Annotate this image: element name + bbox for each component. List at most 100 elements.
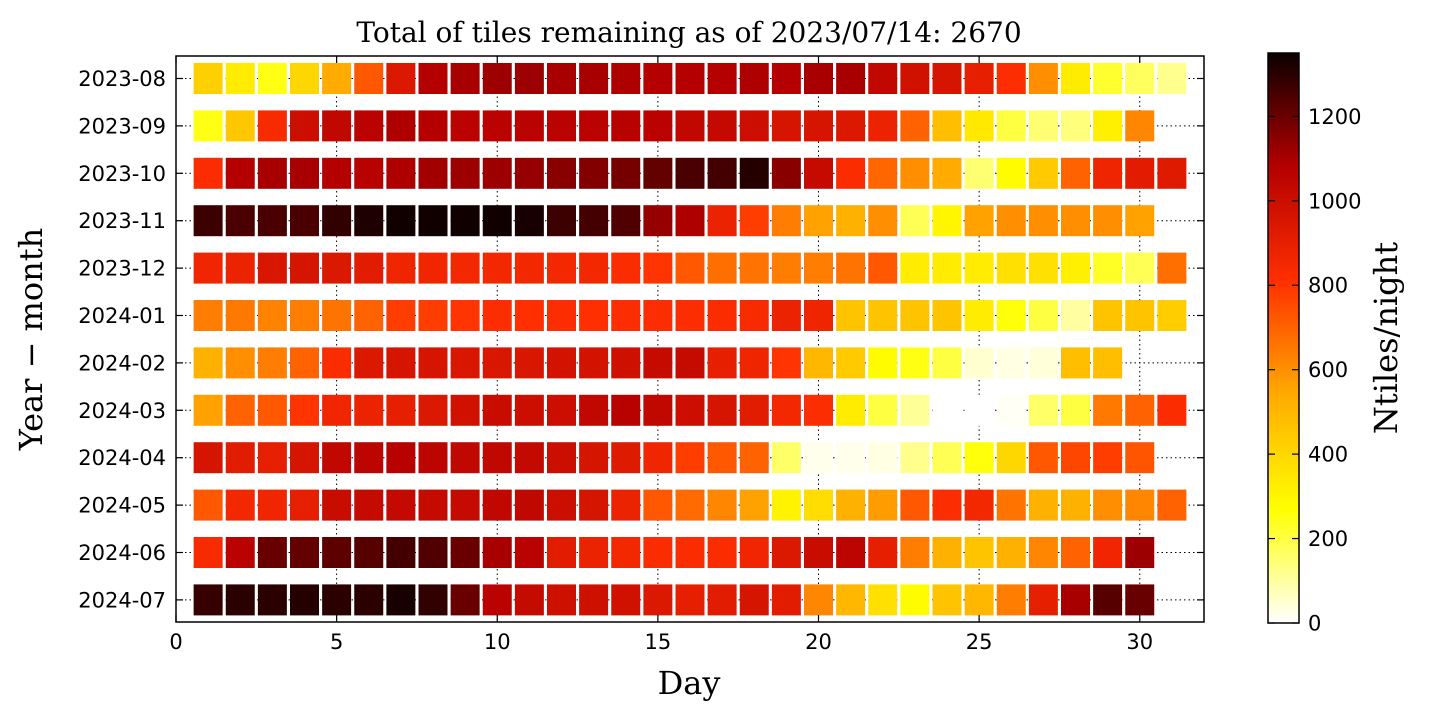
heatmap-cell xyxy=(900,252,930,284)
heatmap-cell xyxy=(579,442,609,474)
heatmap-cell xyxy=(418,537,448,568)
heatmap-cell xyxy=(804,442,833,474)
heatmap-cell xyxy=(771,300,801,331)
heatmap-cell xyxy=(257,157,287,189)
heatmap-cell xyxy=(354,442,384,474)
heatmap-cell xyxy=(482,394,512,426)
heatmap-cell xyxy=(418,63,448,94)
heatmap-cell xyxy=(1093,63,1123,94)
heatmap-cell xyxy=(964,205,994,237)
plot-frame xyxy=(175,55,1205,623)
heatmap-cell xyxy=(804,63,833,94)
heatmap-cell xyxy=(450,63,480,94)
heatmap-cell xyxy=(257,300,287,331)
heatmap-cell xyxy=(771,63,801,94)
heatmap-cell xyxy=(482,489,512,521)
heatmap-cell xyxy=(707,205,737,237)
y-tick-label: 2024-05 xyxy=(78,494,166,518)
y-tick-label: 2023-10 xyxy=(78,162,166,186)
y-axis-label: Year − month xyxy=(12,228,50,452)
heatmap-cell xyxy=(804,300,833,331)
heatmap-cell xyxy=(739,584,769,616)
heatmap-cell xyxy=(322,157,352,189)
heatmap-cell xyxy=(1093,205,1123,237)
heatmap-cell xyxy=(707,537,737,568)
heatmap-cell xyxy=(418,442,448,474)
heatmap-cell xyxy=(547,205,576,237)
heatmap-cell xyxy=(290,394,319,426)
heatmap-cell xyxy=(322,300,352,331)
heatmap-cell xyxy=(418,584,448,616)
heatmap-cell xyxy=(225,110,255,142)
heatmap-cell xyxy=(868,442,898,474)
heatmap-cell xyxy=(675,394,705,426)
y-tick-label: 2024-01 xyxy=(78,304,166,328)
heatmap-cell xyxy=(1061,300,1090,331)
heatmap-cell xyxy=(1061,442,1090,474)
heatmap-cell xyxy=(1125,205,1155,237)
heatmap-cell xyxy=(547,300,576,331)
chart-title: Total of tiles remaining as of 2023/07/1… xyxy=(356,16,1021,49)
heatmap-cell xyxy=(611,537,641,568)
heatmap-cell xyxy=(836,442,866,474)
heatmap-cell xyxy=(1028,584,1058,616)
heatmap-cell xyxy=(1093,537,1123,568)
heatmap-cell xyxy=(868,394,898,426)
heatmap-cell xyxy=(579,347,609,379)
heatmap-cell xyxy=(450,252,480,284)
heatmap-cell xyxy=(579,584,609,616)
heatmap-cell xyxy=(386,63,416,94)
heatmap-cell xyxy=(418,157,448,189)
heatmap-cell xyxy=(482,63,512,94)
heatmap-cell xyxy=(1061,584,1090,616)
heatmap-cell xyxy=(739,110,769,142)
heatmap-cell xyxy=(322,110,352,142)
heatmap-cell xyxy=(739,252,769,284)
heatmap-cell xyxy=(932,205,962,237)
x-tick-label: 15 xyxy=(645,630,672,654)
heatmap-cell xyxy=(932,63,962,94)
colorbar-tick-label: 200 xyxy=(1308,527,1348,551)
heatmap-cell xyxy=(225,205,255,237)
heatmap-cell xyxy=(1028,394,1058,426)
heatmap-cell xyxy=(675,205,705,237)
heatmap-cell xyxy=(450,537,480,568)
plot-background xyxy=(176,56,1204,622)
heatmap-cell xyxy=(771,394,801,426)
heatmap-cell xyxy=(996,110,1026,142)
heatmap-cell xyxy=(322,442,352,474)
heatmap-cell xyxy=(579,489,609,521)
heatmap-cell xyxy=(193,63,223,94)
heatmap-cell xyxy=(804,537,833,568)
heatmap-cell xyxy=(675,157,705,189)
heatmap-cell xyxy=(836,537,866,568)
heatmap-cell xyxy=(900,394,930,426)
heatmap-cell xyxy=(900,442,930,474)
heatmap-cell xyxy=(547,537,576,568)
heatmap-cell xyxy=(643,394,673,426)
heatmap-cell xyxy=(804,157,833,189)
heatmap-cell xyxy=(675,252,705,284)
heatmap-cell xyxy=(1061,205,1090,237)
heatmap-cell xyxy=(514,300,544,331)
y-tick-label: 2024-07 xyxy=(78,588,166,612)
heatmap-cell xyxy=(1028,252,1058,284)
heatmap-cell xyxy=(1093,300,1123,331)
heatmap-cell xyxy=(643,442,673,474)
heatmap-cell xyxy=(611,157,641,189)
heatmap-cell xyxy=(1093,110,1123,142)
heatmap-cell xyxy=(611,63,641,94)
heatmap-cell xyxy=(643,205,673,237)
heatmap-cell xyxy=(290,300,319,331)
heatmap-cell xyxy=(868,537,898,568)
heatmap-cell xyxy=(322,394,352,426)
heatmap-cell xyxy=(579,157,609,189)
heatmap-cell xyxy=(225,584,255,616)
heatmap-cell xyxy=(675,537,705,568)
heatmap-cell xyxy=(868,584,898,616)
heatmap-cell xyxy=(1061,489,1090,521)
heatmap-cell xyxy=(450,110,480,142)
heatmap-cell xyxy=(1125,110,1155,142)
heatmap-cell xyxy=(1157,394,1187,426)
